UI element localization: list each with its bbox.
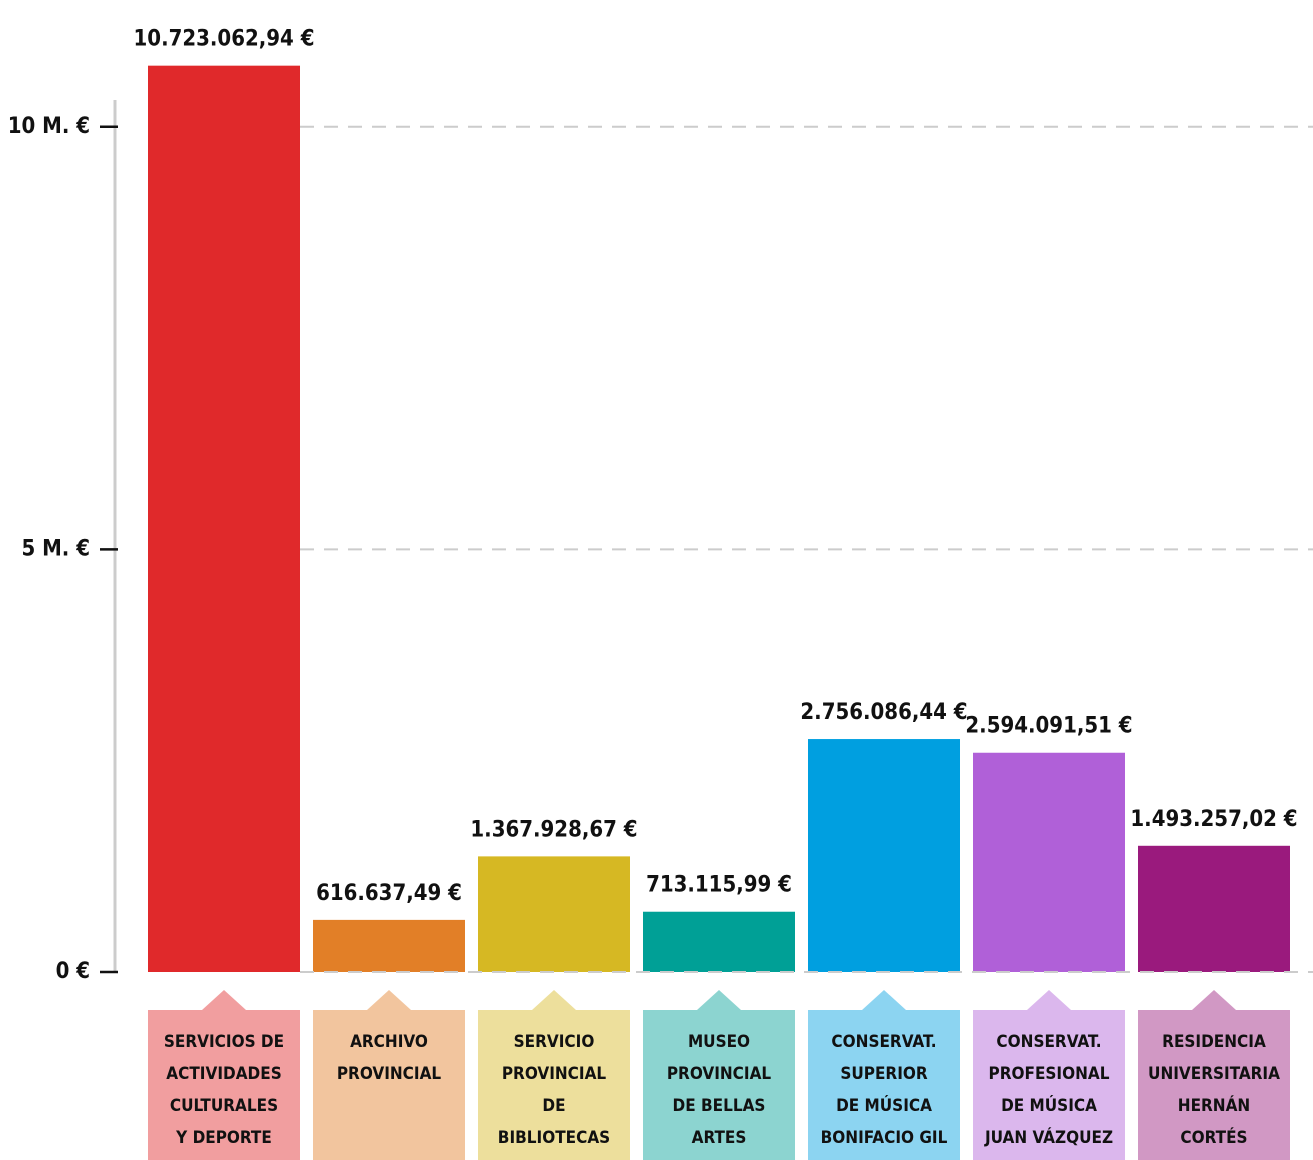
category-label: PROFESIONAL — [989, 1064, 1110, 1084]
label-pointer — [697, 990, 741, 1010]
category-label: Y DEPORTE — [175, 1128, 272, 1148]
category-label: MUSEO — [688, 1032, 750, 1052]
category-label: PROVINCIAL — [667, 1064, 772, 1084]
category-label: CORTÉS — [1180, 1126, 1247, 1148]
label-pointer — [862, 990, 906, 1010]
category-label: JUAN VÁZQUEZ — [984, 1126, 1113, 1148]
category-label: BIBLIOTECAS — [498, 1128, 610, 1148]
category-label: SERVICIOS DE — [164, 1032, 284, 1052]
value-label: 1.367.928,67 € — [470, 817, 637, 842]
label-pointer — [532, 990, 576, 1010]
y-tick-label: 5 M. € — [21, 536, 90, 561]
value-label: 713.115,99 € — [646, 873, 792, 898]
label-pointer — [1192, 990, 1236, 1010]
category-label: RESIDENCIA — [1162, 1032, 1266, 1052]
category-label: CONSERVAT. — [996, 1032, 1101, 1052]
category-label: DE MÚSICA — [1001, 1094, 1097, 1116]
category-label: DE — [542, 1096, 565, 1116]
category-label: ARTES — [692, 1128, 747, 1148]
category-label: SUPERIOR — [840, 1064, 928, 1084]
bar — [643, 912, 795, 972]
bar — [1138, 846, 1290, 972]
bar — [148, 66, 300, 972]
category-label: ARCHIVO — [350, 1032, 428, 1052]
category-label: BONIFACIO GIL — [821, 1128, 948, 1148]
value-label: 2.756.086,44 € — [800, 700, 967, 725]
label-pointer — [367, 990, 411, 1010]
category-label: CONSERVAT. — [831, 1032, 936, 1052]
value-label: 1.493.257,02 € — [1130, 807, 1297, 832]
value-label: 2.594.091,51 € — [965, 714, 1132, 739]
bar — [478, 856, 630, 972]
bar — [808, 739, 960, 972]
category-label: DE BELLAS — [673, 1096, 766, 1116]
chart: 10.723.062,94 € SERVICIOS DE ACTIVIDADES CU… — [0, 0, 1313, 1160]
category-label: HERNÁN — [1178, 1094, 1250, 1116]
label-pointer — [1027, 990, 1071, 1010]
category-label: ACTIVIDADES — [166, 1064, 281, 1084]
category-label: UNIVERSITARIA — [1148, 1064, 1280, 1084]
value-label: 616.637,49 € — [316, 881, 462, 906]
category-label: DE MÚSICA — [836, 1094, 932, 1116]
category-label: PROVINCIAL — [502, 1064, 607, 1084]
category-label: PROVINCIAL — [337, 1064, 442, 1084]
bar — [973, 753, 1125, 972]
value-label: 10.723.062,94 € — [134, 27, 315, 52]
bar — [313, 920, 465, 972]
y-tick-label: 0 € — [56, 959, 90, 984]
y-tick-label: 10 M. € — [8, 114, 90, 139]
category-label: SERVICIO — [514, 1032, 595, 1052]
category-label: CULTURALES — [170, 1096, 278, 1116]
label-pointer — [202, 990, 246, 1010]
